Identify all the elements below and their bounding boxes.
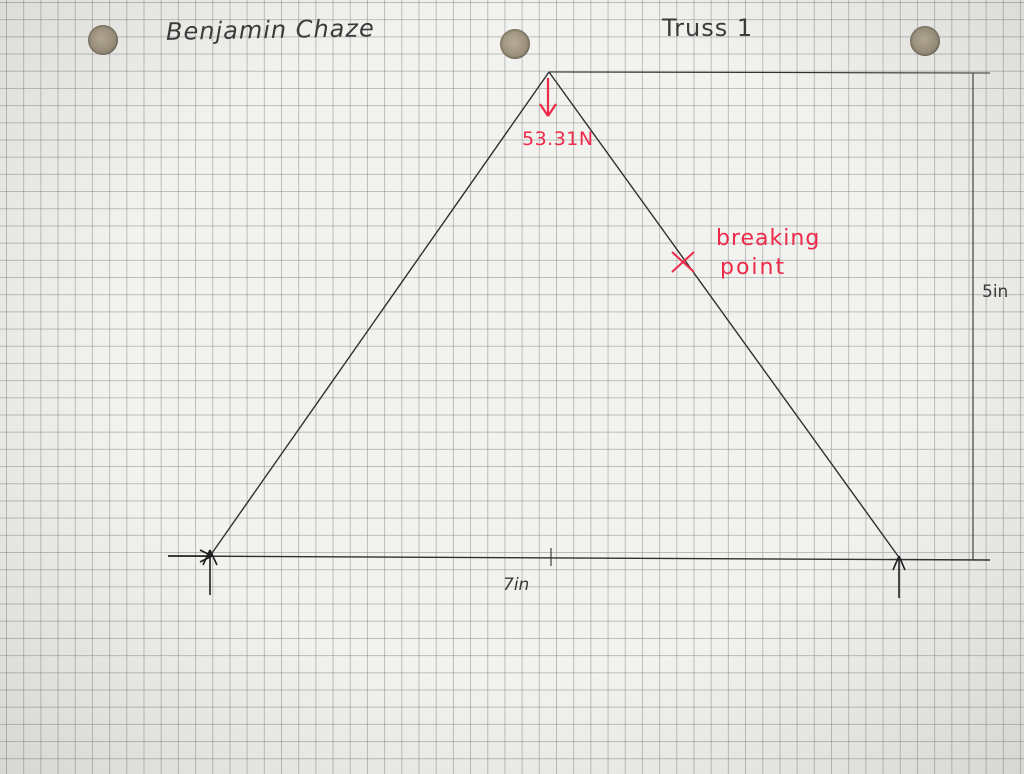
binder-hole-center (500, 29, 530, 59)
truss-title: Truss 1 (662, 14, 754, 42)
truss-base-line (167, 555, 991, 561)
truss-member-right (548, 71, 899, 557)
binder-hole-right (910, 26, 940, 56)
binder-hole-left (88, 25, 118, 55)
truss-member-left (209, 71, 550, 557)
breaking-point-mark (671, 251, 695, 273)
top-extension-line (548, 71, 991, 74)
height-dimension-label: 5in (982, 282, 1009, 302)
width-dimension-label: 7in (503, 575, 530, 595)
right-support-arrow (892, 555, 906, 598)
student-name: Benjamin Chaze (165, 14, 375, 46)
left-support-arrow (168, 549, 218, 595)
load-value-label: 53.31N (522, 128, 594, 150)
breaking-point-label-line1: breaking (716, 226, 821, 251)
breaking-point-label-line2: point (720, 255, 787, 280)
load-arrow (539, 78, 557, 117)
